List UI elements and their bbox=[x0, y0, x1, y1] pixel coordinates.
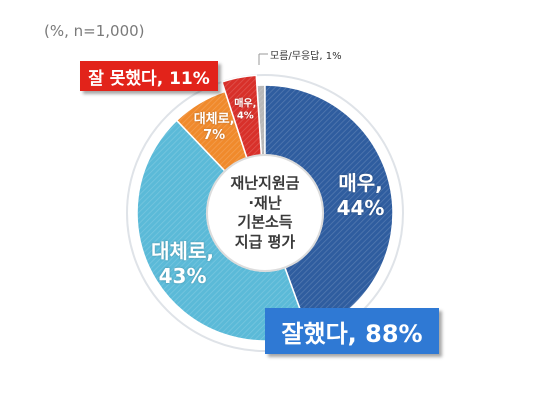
unknown-callout-label: 모름/무응답, 1% bbox=[270, 51, 342, 62]
slice-label-value: 43% bbox=[158, 264, 207, 289]
pie-slice-texture-4 bbox=[221, 75, 262, 158]
pie-slice-texture-1 bbox=[265, 85, 394, 334]
pie-slice-texture-2 bbox=[137, 120, 309, 341]
center-label: 재난지원금 ·재난 기본소득 지급 평가 bbox=[230, 174, 300, 251]
slice-label-name: 매우, bbox=[234, 98, 257, 110]
center-circle bbox=[206, 154, 324, 272]
slice-label-value: 44% bbox=[336, 196, 385, 221]
slice-label-1: 매우, 44% bbox=[337, 171, 385, 221]
slice-label-name: 대체로, bbox=[193, 111, 235, 127]
slice-label-2: 대체로, 43% bbox=[151, 239, 214, 289]
slice-label-name: 매우, bbox=[338, 171, 383, 196]
slice-label-name: 대체로, bbox=[151, 239, 214, 264]
unit-note: (%, n=1,000) bbox=[44, 22, 145, 40]
slice-label-3: 대체로, 7% bbox=[194, 112, 235, 145]
pie-slice-texture-0 bbox=[256, 85, 265, 156]
good-callout-box: 잘했다, 88% bbox=[265, 308, 439, 354]
slice-label-value: 4% bbox=[236, 110, 254, 122]
bad-callout-box: 잘 못했다, 11% bbox=[80, 61, 218, 91]
pie-slice-texture-3 bbox=[176, 91, 247, 172]
slice-label-value: 7% bbox=[203, 128, 226, 144]
slice-label-4: 매우, 4% bbox=[234, 98, 256, 123]
